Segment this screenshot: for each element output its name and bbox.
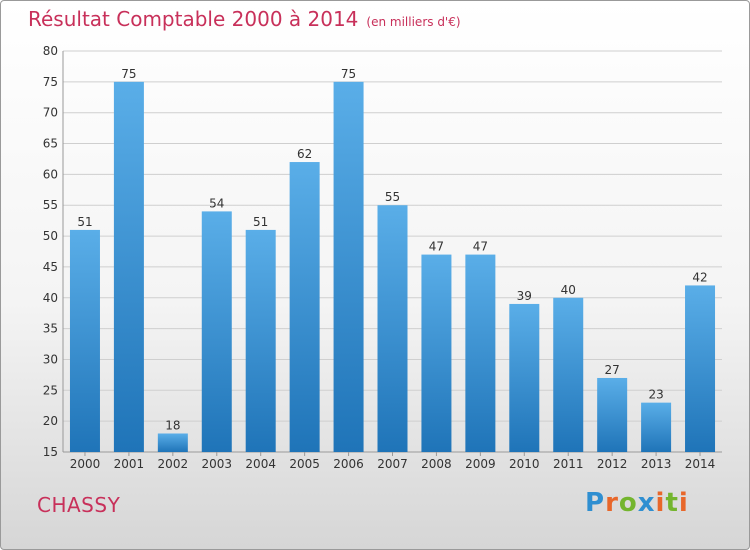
y-tick-label: 55 bbox=[43, 198, 58, 212]
data-label-2005: 62 bbox=[297, 147, 312, 161]
chart-title-main: Résultat Comptable 2000 à 2014 bbox=[28, 7, 359, 31]
bar-2003 bbox=[201, 211, 232, 452]
place-name: CHASSY bbox=[37, 493, 121, 517]
bar-2010 bbox=[509, 303, 540, 452]
bar-2004 bbox=[245, 229, 276, 452]
bar-2005 bbox=[289, 162, 320, 453]
data-label-2010: 39 bbox=[517, 289, 532, 303]
y-tick-label: 20 bbox=[43, 414, 58, 428]
data-label-2004: 51 bbox=[253, 215, 268, 229]
y-tick-label: 80 bbox=[43, 44, 58, 58]
x-tick-label-2005: 2005 bbox=[289, 457, 320, 471]
proxiti-logo[interactable]: Proxiti bbox=[585, 488, 689, 518]
x-tick-label-2012: 2012 bbox=[597, 457, 628, 471]
x-axis: 2000 2001 2002 2003 2004 2005 2006 2007 2008 2009… bbox=[70, 452, 716, 471]
logo-letter: o bbox=[618, 488, 638, 518]
bar-2011 bbox=[553, 297, 584, 452]
x-tick-label-2006: 2006 bbox=[333, 457, 364, 471]
logo-letter: P bbox=[585, 488, 606, 518]
bar-2012 bbox=[597, 377, 628, 452]
data-label-2000: 51 bbox=[77, 215, 92, 229]
data-label-2002: 18 bbox=[165, 418, 180, 432]
bar-2000 bbox=[69, 229, 100, 452]
bar-2002 bbox=[157, 433, 188, 452]
x-tick-label-2011: 2011 bbox=[553, 457, 584, 471]
y-tick-label: 25 bbox=[43, 383, 58, 397]
bar-2014 bbox=[685, 285, 716, 452]
bars bbox=[69, 81, 716, 453]
bar-2007 bbox=[377, 205, 408, 452]
data-label-2009: 47 bbox=[473, 240, 488, 254]
y-tick-label: 30 bbox=[43, 352, 58, 366]
x-tick-label-2010: 2010 bbox=[509, 457, 540, 471]
bar-2008 bbox=[421, 254, 452, 452]
data-label-2003: 54 bbox=[209, 196, 224, 210]
bar-2013 bbox=[641, 402, 672, 452]
x-tick-label-2000: 2000 bbox=[70, 457, 101, 471]
y-tick-label: 75 bbox=[43, 75, 58, 89]
y-tick-label: 70 bbox=[43, 106, 58, 120]
data-label-2008: 47 bbox=[429, 240, 444, 254]
x-tick-label-2007: 2007 bbox=[377, 457, 408, 471]
y-axis: 15 20 25 30 35 40 45 50 55 60 65 70 75 80 bbox=[43, 44, 58, 459]
y-tick-label: 65 bbox=[43, 137, 58, 151]
x-tick-label-2009: 2009 bbox=[465, 457, 496, 471]
data-label-2013: 23 bbox=[648, 388, 663, 402]
y-tick-label: 60 bbox=[43, 167, 58, 181]
chart-title-unit: (en milliers d'€) bbox=[366, 15, 461, 29]
data-label-2014: 42 bbox=[692, 270, 707, 284]
y-tick-label: 50 bbox=[43, 229, 58, 243]
y-tick-label: 40 bbox=[43, 291, 58, 305]
x-tick-label-2003: 2003 bbox=[201, 457, 232, 471]
logo-letter: t bbox=[665, 488, 679, 518]
x-tick-label-2008: 2008 bbox=[421, 457, 452, 471]
bar-2006 bbox=[333, 81, 364, 452]
data-labels: 51 75 18 54 51 62 75 55 47 47 39 40 27 23 42 bbox=[77, 67, 707, 433]
logo-letter: i bbox=[655, 488, 666, 518]
data-label-2007: 55 bbox=[385, 190, 400, 204]
logo-letter: i bbox=[678, 488, 689, 518]
x-tick-label-2002: 2002 bbox=[158, 457, 189, 471]
bar-2009 bbox=[465, 254, 496, 452]
y-tick-label: 35 bbox=[43, 322, 58, 336]
data-label-2001: 75 bbox=[121, 67, 136, 81]
chart-title: Résultat Comptable 2000 à 2014 (en millie… bbox=[28, 7, 461, 31]
logo-letter: r bbox=[605, 488, 619, 518]
x-tick-label-2004: 2004 bbox=[245, 457, 276, 471]
bar-2001 bbox=[113, 81, 144, 452]
logo-letter: x bbox=[637, 488, 656, 518]
y-tick-label: 45 bbox=[43, 260, 58, 274]
x-tick-label-2001: 2001 bbox=[114, 457, 145, 471]
data-label-2006: 75 bbox=[341, 67, 356, 81]
x-tick-label-2013: 2013 bbox=[641, 457, 672, 471]
data-label-2012: 27 bbox=[605, 363, 620, 377]
x-tick-label-2014: 2014 bbox=[685, 457, 716, 471]
y-tick-label: 15 bbox=[43, 445, 58, 459]
data-label-2011: 40 bbox=[561, 283, 576, 297]
